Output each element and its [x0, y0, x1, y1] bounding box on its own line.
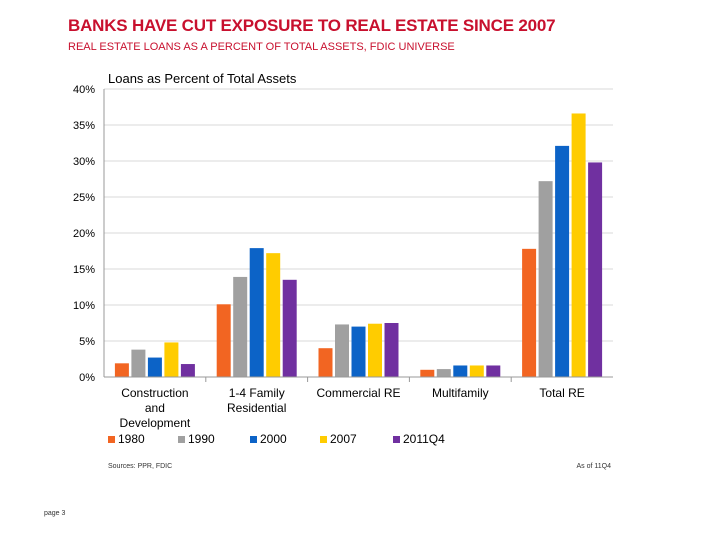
bar-1990 [131, 349, 146, 377]
x-axis: Construction and Development 1-4 Family Resi… [103, 89, 613, 430]
bar-2011q4 [282, 279, 297, 377]
bar-2007 [368, 323, 382, 377]
slide-subtitle: REAL ESTATE LOANS AS A PERCENT OF TOTAL … [68, 41, 455, 53]
bar-1980 [114, 363, 129, 377]
y-tick-label: 0% [79, 372, 95, 384]
x-tick-label: Commercial RE [316, 386, 400, 400]
bar-2011q4 [486, 365, 501, 377]
bar-2000 [555, 145, 570, 377]
legend: 1980 1990 2000 2007 2011Q4 [108, 432, 445, 446]
y-tick-label: 20% [73, 228, 95, 240]
bar-2007 [266, 253, 281, 377]
y-tick-label: 10% [73, 300, 95, 312]
bar-1990 [538, 181, 553, 377]
slide-title: BANKS HAVE CUT EXPOSURE TO REAL ESTATE S… [68, 16, 556, 35]
legend-label-2011q4: 2011Q4 [403, 432, 445, 446]
x-tick-label: Total RE [539, 386, 584, 400]
bar-1990 [436, 369, 451, 377]
y-tick-label: 35% [73, 120, 95, 132]
y-tick-label: 25% [73, 192, 95, 204]
bar-1980 [522, 248, 537, 377]
x-tick-label: Multifamily [432, 386, 489, 400]
y-axis-ticks: 0% 5% 10% 15% 20% 25% 30% 35% 40% [73, 84, 95, 384]
bar-1980 [318, 348, 333, 377]
y-tick-label: 40% [73, 84, 95, 96]
bars [114, 113, 603, 377]
legend-swatch-1990 [178, 436, 185, 443]
bar-1990 [335, 324, 349, 377]
bar-2007 [164, 342, 179, 377]
legend-swatch-1980 [108, 436, 115, 443]
y-tick-label: 15% [73, 264, 95, 276]
x-tick-label: 1-4 Family Residential [227, 386, 286, 415]
y-tick-label: 30% [73, 156, 95, 168]
legend-label-1990: 1990 [188, 432, 215, 446]
legend-swatch-2007 [320, 436, 327, 443]
bar-1980 [216, 304, 231, 377]
bar-2000 [453, 365, 468, 377]
y-tick-label: 5% [79, 336, 95, 348]
legend-swatch-2000 [250, 436, 257, 443]
chart-note: As of 11Q4 [576, 463, 611, 470]
legend-label-2000: 2000 [260, 432, 287, 446]
x-tick-label: Construction and Development [120, 386, 191, 430]
legend-label-2007: 2007 [330, 432, 357, 446]
chart-source: Sources: PPR, FDIC [108, 463, 172, 470]
bar-2000 [147, 357, 162, 377]
bar-1990 [233, 276, 248, 377]
bar-2011q4 [588, 162, 603, 377]
legend-label-1980: 1980 [118, 432, 145, 446]
bar-2007 [571, 113, 586, 377]
bar-1980 [420, 369, 435, 377]
bar-2011q4 [384, 323, 399, 377]
legend-swatch-2011q4 [393, 436, 400, 443]
bar-2011q4 [180, 364, 195, 377]
bar-2007 [469, 365, 484, 377]
bar-2000 [351, 326, 366, 377]
bar-2000 [249, 248, 264, 377]
chart-title: Loans as Percent of Total Assets [108, 71, 297, 86]
page-number: page 3 [44, 510, 66, 517]
